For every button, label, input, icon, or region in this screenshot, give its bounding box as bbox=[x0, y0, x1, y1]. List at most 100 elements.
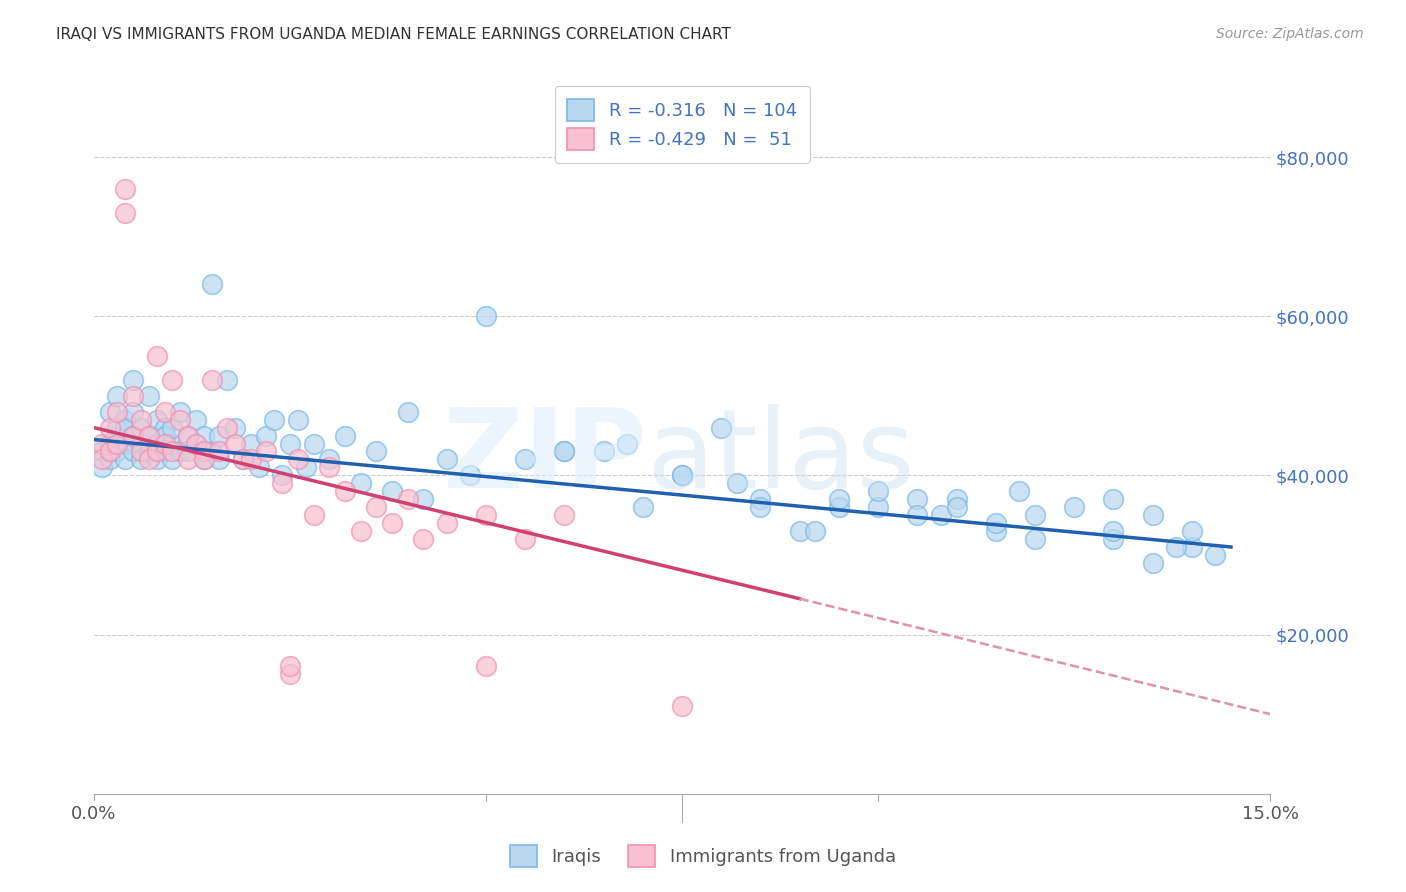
Point bbox=[122, 405, 145, 419]
Point bbox=[1008, 484, 1031, 499]
Point bbox=[631, 500, 654, 515]
Point bbox=[475, 309, 498, 323]
Point bbox=[193, 444, 215, 458]
Point bbox=[169, 405, 191, 419]
Point bbox=[1142, 556, 1164, 570]
Point bbox=[1164, 540, 1187, 554]
Point bbox=[114, 420, 136, 434]
Point bbox=[90, 436, 112, 450]
Point bbox=[90, 444, 112, 458]
Point bbox=[162, 420, 184, 434]
Point bbox=[162, 373, 184, 387]
Point bbox=[200, 277, 222, 292]
Point bbox=[412, 492, 434, 507]
Point bbox=[515, 452, 537, 467]
Point bbox=[122, 444, 145, 458]
Point bbox=[114, 182, 136, 196]
Point bbox=[107, 436, 129, 450]
Point bbox=[193, 428, 215, 442]
Point bbox=[114, 436, 136, 450]
Point bbox=[208, 452, 231, 467]
Point bbox=[671, 468, 693, 483]
Point bbox=[460, 468, 482, 483]
Point bbox=[984, 524, 1007, 538]
Point bbox=[98, 436, 121, 450]
Point bbox=[145, 444, 167, 458]
Point bbox=[90, 460, 112, 475]
Point bbox=[122, 373, 145, 387]
Point bbox=[129, 436, 152, 450]
Point bbox=[193, 452, 215, 467]
Point bbox=[224, 436, 246, 450]
Point bbox=[349, 476, 371, 491]
Point bbox=[184, 412, 207, 426]
Point bbox=[177, 444, 200, 458]
Point bbox=[90, 452, 112, 467]
Point bbox=[294, 460, 316, 475]
Point bbox=[318, 452, 340, 467]
Point bbox=[256, 428, 278, 442]
Point bbox=[153, 428, 176, 442]
Point bbox=[217, 420, 239, 434]
Point bbox=[107, 428, 129, 442]
Point bbox=[302, 436, 325, 450]
Point bbox=[366, 444, 388, 458]
Point bbox=[129, 444, 152, 458]
Point bbox=[208, 428, 231, 442]
Point bbox=[1024, 532, 1046, 546]
Point bbox=[1102, 532, 1125, 546]
Point bbox=[278, 436, 301, 450]
Point bbox=[162, 444, 184, 458]
Point bbox=[169, 444, 191, 458]
Point bbox=[333, 428, 356, 442]
Point bbox=[475, 508, 498, 523]
Point bbox=[98, 420, 121, 434]
Point bbox=[287, 452, 309, 467]
Point bbox=[200, 444, 222, 458]
Point bbox=[145, 436, 167, 450]
Point bbox=[162, 436, 184, 450]
Point bbox=[239, 436, 262, 450]
Point bbox=[905, 508, 928, 523]
Point bbox=[749, 500, 772, 515]
Point bbox=[515, 532, 537, 546]
Point bbox=[671, 468, 693, 483]
Point bbox=[114, 412, 136, 426]
Point bbox=[905, 492, 928, 507]
Point bbox=[1204, 548, 1226, 562]
Legend: R = -0.316   N = 104, R = -0.429   N =  51: R = -0.316 N = 104, R = -0.429 N = 51 bbox=[554, 87, 810, 163]
Point bbox=[412, 532, 434, 546]
Point bbox=[107, 405, 129, 419]
Point bbox=[153, 436, 176, 450]
Point bbox=[271, 468, 294, 483]
Point bbox=[553, 444, 575, 458]
Point bbox=[129, 420, 152, 434]
Point bbox=[1181, 540, 1204, 554]
Point bbox=[436, 452, 458, 467]
Point bbox=[263, 412, 285, 426]
Point bbox=[271, 476, 294, 491]
Point bbox=[333, 484, 356, 499]
Point bbox=[1181, 524, 1204, 538]
Point bbox=[278, 659, 301, 673]
Point bbox=[256, 444, 278, 458]
Point bbox=[122, 428, 145, 442]
Point bbox=[592, 444, 614, 458]
Point bbox=[318, 460, 340, 475]
Point bbox=[107, 444, 129, 458]
Point bbox=[129, 452, 152, 467]
Point bbox=[616, 436, 638, 450]
Point bbox=[200, 373, 222, 387]
Point bbox=[129, 412, 152, 426]
Text: ZIP: ZIP bbox=[443, 403, 647, 510]
Point bbox=[553, 508, 575, 523]
Point bbox=[232, 452, 254, 467]
Text: Source: ZipAtlas.com: Source: ZipAtlas.com bbox=[1216, 27, 1364, 41]
Point bbox=[749, 492, 772, 507]
Point bbox=[1102, 492, 1125, 507]
Point bbox=[945, 500, 967, 515]
Point bbox=[184, 436, 207, 450]
Point bbox=[107, 389, 129, 403]
Point bbox=[145, 452, 167, 467]
Point bbox=[98, 452, 121, 467]
